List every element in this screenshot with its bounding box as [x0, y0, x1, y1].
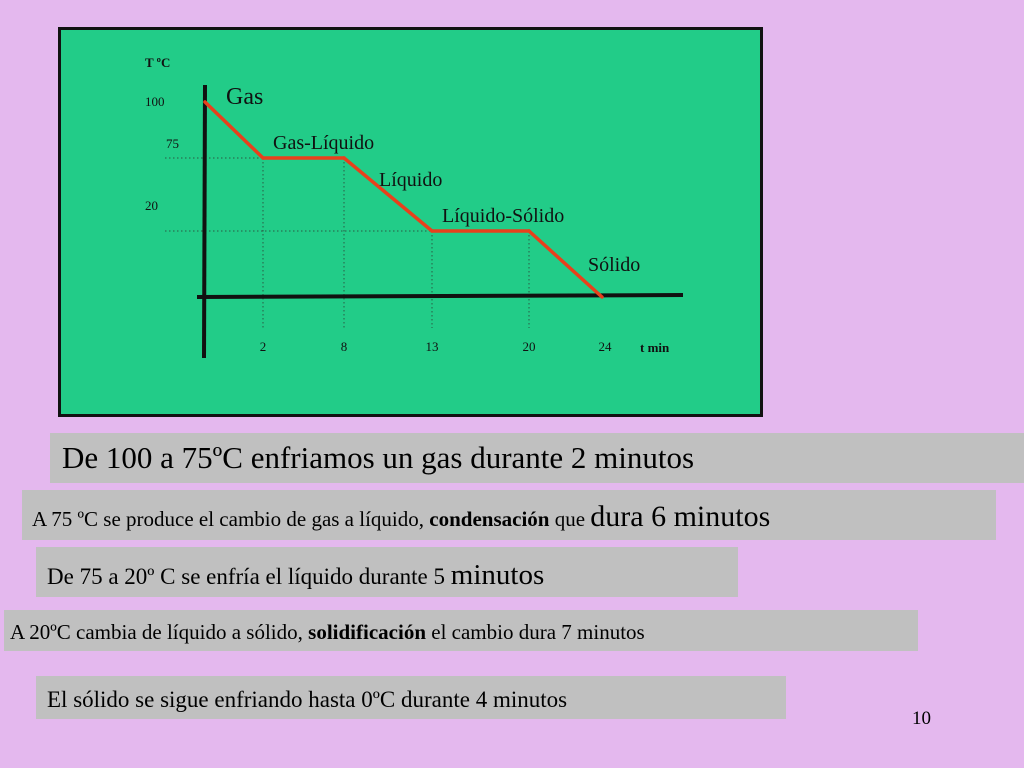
- note-condensation-connector: que: [549, 507, 591, 531]
- phase-label: Líquido: [379, 169, 442, 191]
- phase-label: Gas: [226, 84, 263, 110]
- y-tick-label: 75: [166, 136, 179, 151]
- note-liquid-cooling-text: De 75 a 20º C se enfría el líquido duran…: [47, 564, 451, 589]
- note-condensation: A 75 ºC se produce el cambio de gas a lí…: [22, 490, 996, 540]
- x-tick-label: 24: [599, 339, 613, 354]
- page-number: 10: [912, 708, 931, 729]
- x-axis-title: t min: [640, 340, 670, 355]
- phase-label: Gas-Líquido: [273, 132, 374, 154]
- x-tick-label: 8: [341, 339, 348, 354]
- y-tick-label: 100: [145, 94, 165, 109]
- curve-segment: [342, 156, 434, 233]
- x-tick-label: 20: [523, 339, 536, 354]
- note-solid-cooling: El sólido se sigue enfriando hasta 0ºC d…: [36, 676, 786, 719]
- y-axis-title: T ºC: [145, 55, 170, 70]
- note-gas-cooling: De 100 a 75ºC enfriamos un gas durante 2…: [50, 433, 1024, 483]
- note-gas-cooling-text: De 100 a 75ºC enfriamos un gas durante 2…: [62, 440, 695, 475]
- phase-label: Líquido-Sólido: [442, 205, 564, 227]
- curve-segment: [527, 229, 604, 299]
- note-liquid-cooling: De 75 a 20º C se enfría el líquido duran…: [36, 547, 738, 597]
- note-condensation-text: A 75 ºC se produce el cambio de gas a lí…: [32, 507, 430, 531]
- note-condensation-duration: dura 6 minutos: [590, 500, 771, 533]
- condensation-term: condensación: [429, 507, 550, 531]
- curve-segment: [203, 100, 265, 160]
- x-tick-label: 2: [260, 339, 267, 354]
- note-solid-cooling-text: El sólido se sigue enfriando hasta 0ºC d…: [47, 687, 568, 712]
- y-axis: [202, 84, 207, 359]
- chart-panel: T ºC t min 100 75 20 2 8 13 20 24 Gas Gas-Líquido Lí…: [58, 27, 763, 417]
- x-axis: [196, 293, 684, 299]
- note-liquid-cooling-unit: minutos: [450, 559, 545, 591]
- note-solidification: A 20ºC cambia de líquido a sólido, solid…: [4, 610, 918, 651]
- y-tick-label: 20: [145, 198, 158, 213]
- note-solidification-text: A 20ºC cambia de líquido a sólido,: [10, 620, 309, 644]
- solidification-term: solidificación: [308, 620, 426, 644]
- note-solidification-duration: el cambio dura 7 minutos: [426, 620, 645, 644]
- phase-label: Sólido: [588, 254, 640, 276]
- x-tick-label: 13: [426, 339, 439, 354]
